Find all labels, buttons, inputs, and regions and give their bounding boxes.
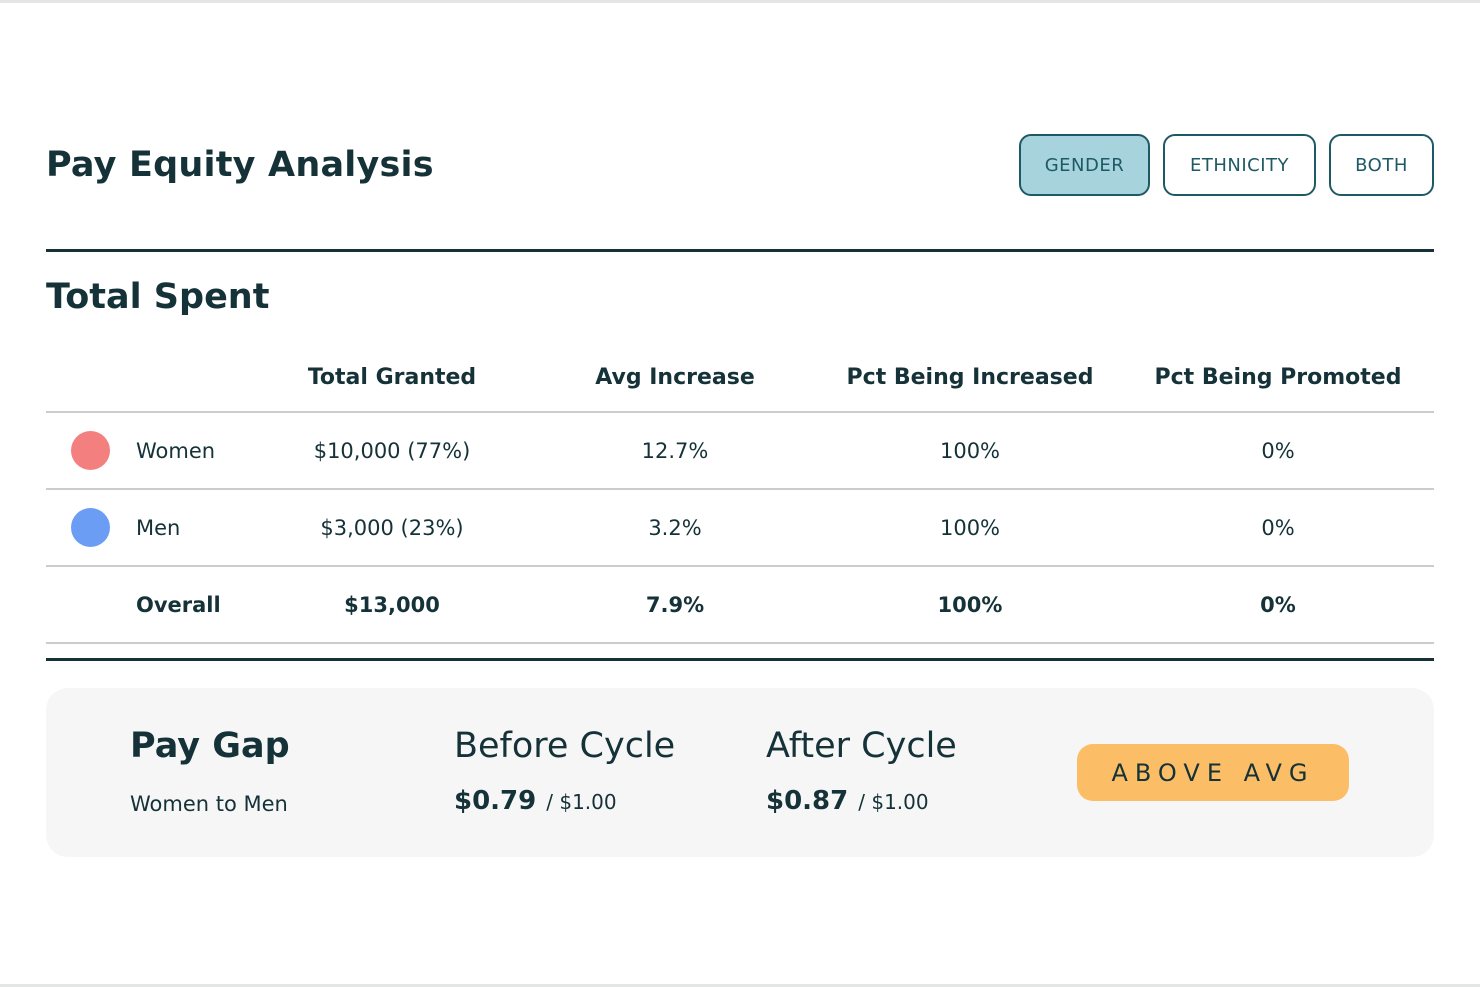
pct-increased-cell: 100% bbox=[937, 592, 1003, 617]
column-header-pct-promoted: Pct Being Promoted bbox=[1154, 364, 1402, 390]
row-label: Men bbox=[136, 515, 181, 540]
before-cycle-title: Before Cycle bbox=[454, 726, 676, 766]
avg-increase-cell: 3.2% bbox=[648, 515, 702, 540]
page-title: Pay Equity Analysis bbox=[46, 145, 434, 185]
total-spent-title: Total Spent bbox=[46, 277, 270, 317]
both-filter-button[interactable]: BOTH bbox=[1329, 134, 1434, 196]
women-color-dot bbox=[71, 431, 110, 470]
section-divider-top bbox=[46, 249, 1434, 252]
column-header-total-granted: Total Granted bbox=[307, 364, 477, 390]
table-row-women: Women $10,000 (77%) 12.7% 100% 0% bbox=[46, 413, 1434, 490]
status-badge: ABOVE AVG bbox=[1077, 744, 1349, 801]
table-header-row: Total Granted Avg Increase Pct Being Inc… bbox=[46, 343, 1434, 413]
total-spent-table: Total Granted Avg Increase Pct Being Inc… bbox=[46, 343, 1434, 644]
filter-toggle-group: GENDER ETHNICITY BOTH bbox=[1019, 134, 1434, 196]
row-label: Overall bbox=[136, 592, 221, 617]
pct-increased-cell: 100% bbox=[939, 438, 1001, 463]
men-color-dot bbox=[71, 508, 110, 547]
before-cycle-amount: $0.79 bbox=[454, 786, 537, 816]
column-header-avg-increase: Avg Increase bbox=[595, 364, 755, 390]
pay-gap-card: Pay Gap Women to Men Before Cycle $0.79 /… bbox=[46, 688, 1434, 857]
avg-increase-cell: 7.9% bbox=[645, 592, 705, 617]
row-label: Women bbox=[136, 438, 216, 463]
after-cycle-base: / $1.00 bbox=[858, 790, 929, 814]
pct-promoted-cell: 0% bbox=[1261, 515, 1295, 540]
after-cycle-amount: $0.87 bbox=[766, 786, 849, 816]
ethnicity-filter-button[interactable]: ETHNICITY bbox=[1163, 134, 1316, 196]
pay-gap-subtitle: Women to Men bbox=[130, 792, 288, 816]
after-cycle-value: $0.87 / $1.00 bbox=[766, 786, 929, 816]
total-granted-cell: $10,000 (77%) bbox=[313, 438, 471, 463]
before-cycle-base: / $1.00 bbox=[546, 790, 617, 814]
gender-filter-button[interactable]: GENDER bbox=[1019, 134, 1150, 196]
table-row-men: Men $3,000 (23%) 3.2% 100% 0% bbox=[46, 490, 1434, 567]
total-granted-cell: $3,000 (23%) bbox=[320, 515, 464, 540]
pct-promoted-cell: 0% bbox=[1260, 592, 1296, 617]
table-row-overall: Overall $13,000 7.9% 100% 0% bbox=[46, 567, 1434, 644]
pct-promoted-cell: 0% bbox=[1261, 438, 1295, 463]
total-granted-cell: $13,000 bbox=[344, 592, 440, 617]
panel-header: Pay Equity Analysis GENDER ETHNICITY BOT… bbox=[46, 131, 1434, 201]
pay-gap-title: Pay Gap bbox=[130, 726, 290, 766]
section-divider-bottom bbox=[46, 658, 1434, 661]
avg-increase-cell: 12.7% bbox=[641, 438, 709, 463]
column-header-pct-increased: Pct Being Increased bbox=[846, 364, 1094, 390]
before-cycle-value: $0.79 / $1.00 bbox=[454, 786, 617, 816]
after-cycle-title: After Cycle bbox=[766, 726, 957, 766]
pct-increased-cell: 100% bbox=[939, 515, 1001, 540]
